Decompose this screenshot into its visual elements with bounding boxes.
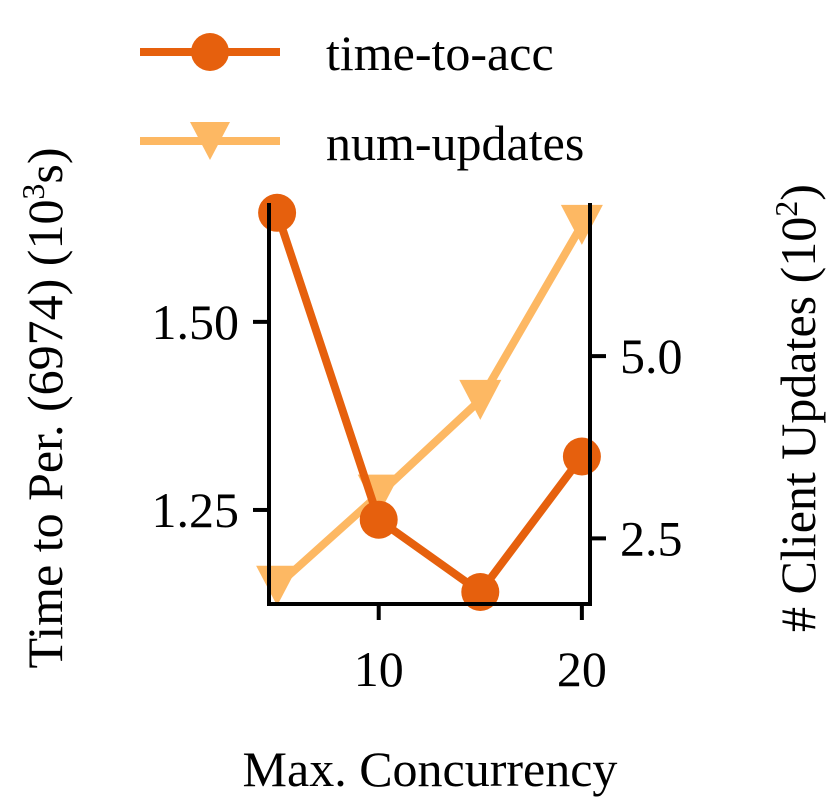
- left-y-tick-label-1: 1.50: [152, 294, 240, 350]
- legend: time-to-acc num-updates: [140, 25, 584, 171]
- left-y-axis-title-unit: s): [17, 147, 73, 183]
- legend-marker-time-to-acc: [191, 33, 229, 71]
- legend-marker-num-updates: [190, 122, 230, 160]
- series-line-time-to-acc: [273, 211, 586, 596]
- point-num-updates-2: [459, 379, 502, 420]
- series-layer: [256, 193, 603, 611]
- left-y-tick-label-0: 1.25: [152, 482, 240, 538]
- right-y-tick-label-0: 2.5: [620, 510, 683, 566]
- plot-area: 10 20 1.25 1.50 2.5 5.0: [152, 193, 683, 697]
- legend-label-time-to-acc: time-to-acc: [326, 25, 554, 81]
- point-time-to-acc-2: [461, 573, 500, 611]
- point-num-updates-0: [256, 565, 299, 606]
- x-tick-label-0: 10: [354, 641, 404, 697]
- x-tick-label-1: 20: [557, 641, 607, 697]
- series-num-updates: [256, 204, 603, 606]
- left-y-axis-title: Time to Per. (6974) (103s): [15, 147, 73, 668]
- right-y-tick-label-1: 5.0: [620, 328, 683, 384]
- series-time-to-acc: [258, 193, 601, 611]
- left-y-axis-title-exponent: 3: [15, 184, 51, 200]
- x-axis-ticks: 10 20: [354, 604, 607, 697]
- right-y-axis-ticks: 2.5 5.0: [590, 328, 683, 566]
- right-y-axis-title-base: # Client Updates (10: [770, 217, 826, 632]
- point-time-to-acc-3: [562, 437, 601, 476]
- right-y-axis-title-exponent: 2: [768, 201, 804, 217]
- left-y-axis-title-base: Time to Per. (6974) (10: [17, 200, 73, 669]
- x-axis-title: Max. Concurrency: [243, 741, 618, 797]
- point-time-to-acc-1: [359, 500, 398, 539]
- right-y-axis-title-unit: ): [770, 184, 826, 201]
- legend-label-num-updates: num-updates: [326, 115, 584, 171]
- point-time-to-acc-0: [258, 193, 297, 232]
- series-line-num-updates: [274, 222, 586, 589]
- point-num-updates-3: [560, 204, 603, 245]
- right-y-axis-title: # Client Updates (102): [768, 184, 826, 632]
- left-y-axis-ticks: 1.25 1.50: [152, 294, 269, 538]
